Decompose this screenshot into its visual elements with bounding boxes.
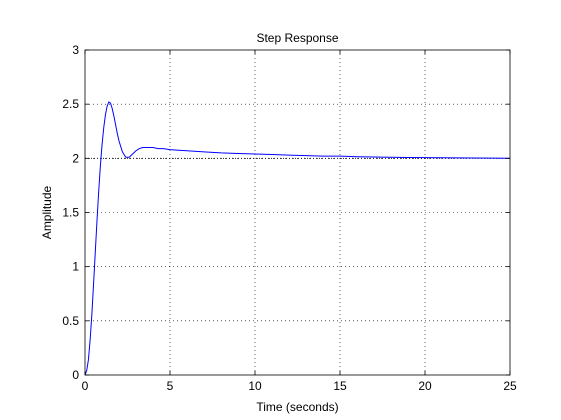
tick-layer: 0 5 10 15 20 25 0 0.5 1 1.5 2 2.5 3	[62, 43, 517, 393]
x-tick-label: 15	[333, 379, 347, 393]
y-tick-label: 1.5	[62, 206, 79, 220]
y-tick-label: 1	[72, 260, 79, 274]
x-axis-label: Time (seconds)	[256, 400, 338, 414]
y-tick-label: 0.5	[62, 314, 79, 328]
x-tick-label: 25	[503, 379, 517, 393]
x-tick-label: 0	[82, 379, 89, 393]
y-tick-label: 2	[72, 151, 79, 165]
y-tick-label: 0	[72, 368, 79, 382]
y-tick-label: 3	[72, 43, 79, 57]
step-response-line	[84, 101, 511, 376]
grid-layer	[85, 50, 510, 375]
y-tick-label: 2.5	[62, 97, 79, 111]
x-tick-label: 10	[248, 379, 262, 393]
y-axis-label: Amplitude	[40, 186, 54, 240]
x-tick-label: 20	[418, 379, 432, 393]
chart-title: Step Response	[256, 31, 338, 45]
series-layer	[84, 101, 511, 376]
x-tick-label: 5	[167, 379, 174, 393]
